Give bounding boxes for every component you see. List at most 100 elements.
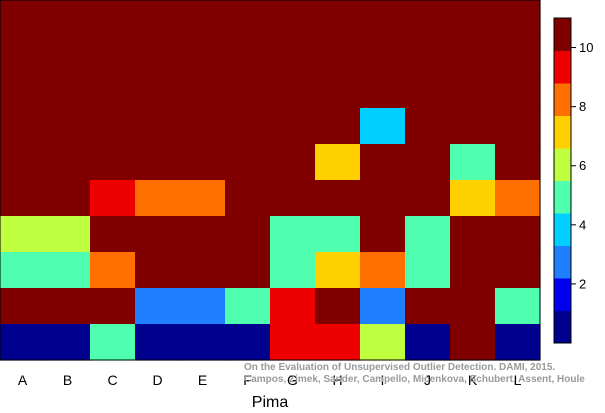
heatmap-cell-I-8: [360, 252, 406, 289]
heatmap-cell-H-5: [315, 144, 361, 181]
heatmap-cell-D-6: [135, 180, 181, 217]
heatmap-cell-D-1: [135, 0, 181, 37]
heatmap-cell-J-9: [405, 288, 451, 325]
heatmap-cell-C-1: [90, 0, 136, 37]
heatmap-cell-E-6: [180, 180, 226, 217]
heatmap-cell-B-1: [45, 0, 91, 37]
heatmap-cell-K-2: [450, 36, 496, 73]
colorbar-segment-8: [554, 83, 571, 116]
heatmap-cell-F-8: [225, 252, 271, 289]
heatmap-cell-I-10: [360, 324, 406, 361]
heatmap-cell-I-6: [360, 180, 406, 217]
x-tick-label-A: A: [18, 372, 28, 388]
heatmap-cell-J-1: [405, 0, 451, 37]
heatmap-cell-B-5: [45, 144, 91, 181]
heatmap-cell-H-9: [315, 288, 361, 325]
heatmap-cell-A-5: [0, 144, 46, 181]
heatmap-cell-E-7: [180, 216, 226, 253]
heatmap-cell-D-7: [135, 216, 181, 253]
heatmap-cell-K-7: [450, 216, 496, 253]
heatmap-cell-L-5: [495, 144, 541, 181]
heatmap-cell-F-2: [225, 36, 271, 73]
watermark-line-1: On the Evaluation of Unsupervised Outlie…: [244, 362, 555, 373]
heatmap-cell-J-7: [405, 216, 451, 253]
heatmap-cell-D-3: [135, 72, 181, 109]
heatmap-cell-A-2: [0, 36, 46, 73]
heatmap-cell-F-3: [225, 72, 271, 109]
x-tick-label-L: L: [514, 372, 522, 388]
heatmap-cell-I-1: [360, 0, 406, 37]
heatmap-cell-J-2: [405, 36, 451, 73]
heatmap-cell-K-6: [450, 180, 496, 217]
heatmap-cell-A-7: [0, 216, 46, 253]
heatmap-cell-F-5: [225, 144, 271, 181]
heatmap-cell-C-10: [90, 324, 136, 361]
heatmap-cell-A-8: [0, 252, 46, 289]
heatmap-cell-K-5: [450, 144, 496, 181]
heatmap-cell-J-3: [405, 72, 451, 109]
heatmap-cell-E-9: [180, 288, 226, 325]
heatmap-cell-L-7: [495, 216, 541, 253]
heatmap-cell-K-1: [450, 0, 496, 37]
heatmap-cell-A-10: [0, 324, 46, 361]
heatmap-cell-L-2: [495, 36, 541, 73]
heatmap-cell-B-7: [45, 216, 91, 253]
colorbar-segment-6: [554, 148, 571, 181]
heatmap-cell-L-8: [495, 252, 541, 289]
x-tick-label-I: I: [381, 372, 385, 388]
heatmap-cell-D-4: [135, 108, 181, 145]
heatmap-cell-C-9: [90, 288, 136, 325]
heatmap-cell-G-5: [270, 144, 316, 181]
heatmap-cell-C-3: [90, 72, 136, 109]
watermark: On the Evaluation of Unsupervised Outlie…: [244, 362, 585, 385]
x-tick-label-B: B: [63, 372, 72, 388]
heatmap-cell-K-4: [450, 108, 496, 145]
heatmap-cell-D-2: [135, 36, 181, 73]
heatmap-cell-L-3: [495, 72, 541, 109]
heatmap-cell-H-6: [315, 180, 361, 217]
heatmap-cell-G-10: [270, 324, 316, 361]
heatmap-cell-D-10: [135, 324, 181, 361]
heatmap-cell-L-6: [495, 180, 541, 217]
heatmap-cell-F-1: [225, 0, 271, 37]
heatmap-cell-K-8: [450, 252, 496, 289]
heatmap-cell-B-3: [45, 72, 91, 109]
heatmap-cell-F-7: [225, 216, 271, 253]
heatmap-cell-G-3: [270, 72, 316, 109]
heatmap-cell-I-7: [360, 216, 406, 253]
heatmap-cell-C-2: [90, 36, 136, 73]
heatmap-cell-B-10: [45, 324, 91, 361]
colorbar-segment-1: [554, 310, 571, 344]
x-tick-label-J: J: [424, 372, 431, 388]
heatmap-cell-G-9: [270, 288, 316, 325]
heatmap-cell-K-9: [450, 288, 496, 325]
colorbar-segment-5: [554, 180, 571, 214]
colorbar-tick-label-10: 10: [579, 40, 593, 55]
colorbar-tick-label-8: 8: [579, 99, 586, 114]
x-tick-label-D: D: [152, 372, 162, 388]
heatmap-cell-F-4: [225, 108, 271, 145]
heatmap-cell-G-1: [270, 0, 316, 37]
heatmap-cells: [0, 0, 541, 361]
colorbar-tick-label-4: 4: [579, 217, 586, 232]
heatmap-cell-E-3: [180, 72, 226, 109]
heatmap-cell-E-2: [180, 36, 226, 73]
heatmap-cell-A-3: [0, 72, 46, 109]
heatmap-cell-A-1: [0, 0, 46, 37]
heatmap-cell-I-9: [360, 288, 406, 325]
heatmap-cell-B-4: [45, 108, 91, 145]
heatmap-cell-J-4: [405, 108, 451, 145]
heatmap-cell-J-5: [405, 144, 451, 181]
heatmap-cell-I-3: [360, 72, 406, 109]
colorbar-segment-2: [554, 278, 571, 311]
heatmap-cell-H-7: [315, 216, 361, 253]
heatmap-cell-H-8: [315, 252, 361, 289]
heatmap-cell-A-9: [0, 288, 46, 325]
heatmap-cell-I-5: [360, 144, 406, 181]
heatmap-cell-J-10: [405, 324, 451, 361]
plot-border: [0, 0, 541, 361]
heatmap-cell-H-2: [315, 36, 361, 73]
heatmap-cell-E-1: [180, 0, 226, 37]
heatmap-cell-B-8: [45, 252, 91, 289]
